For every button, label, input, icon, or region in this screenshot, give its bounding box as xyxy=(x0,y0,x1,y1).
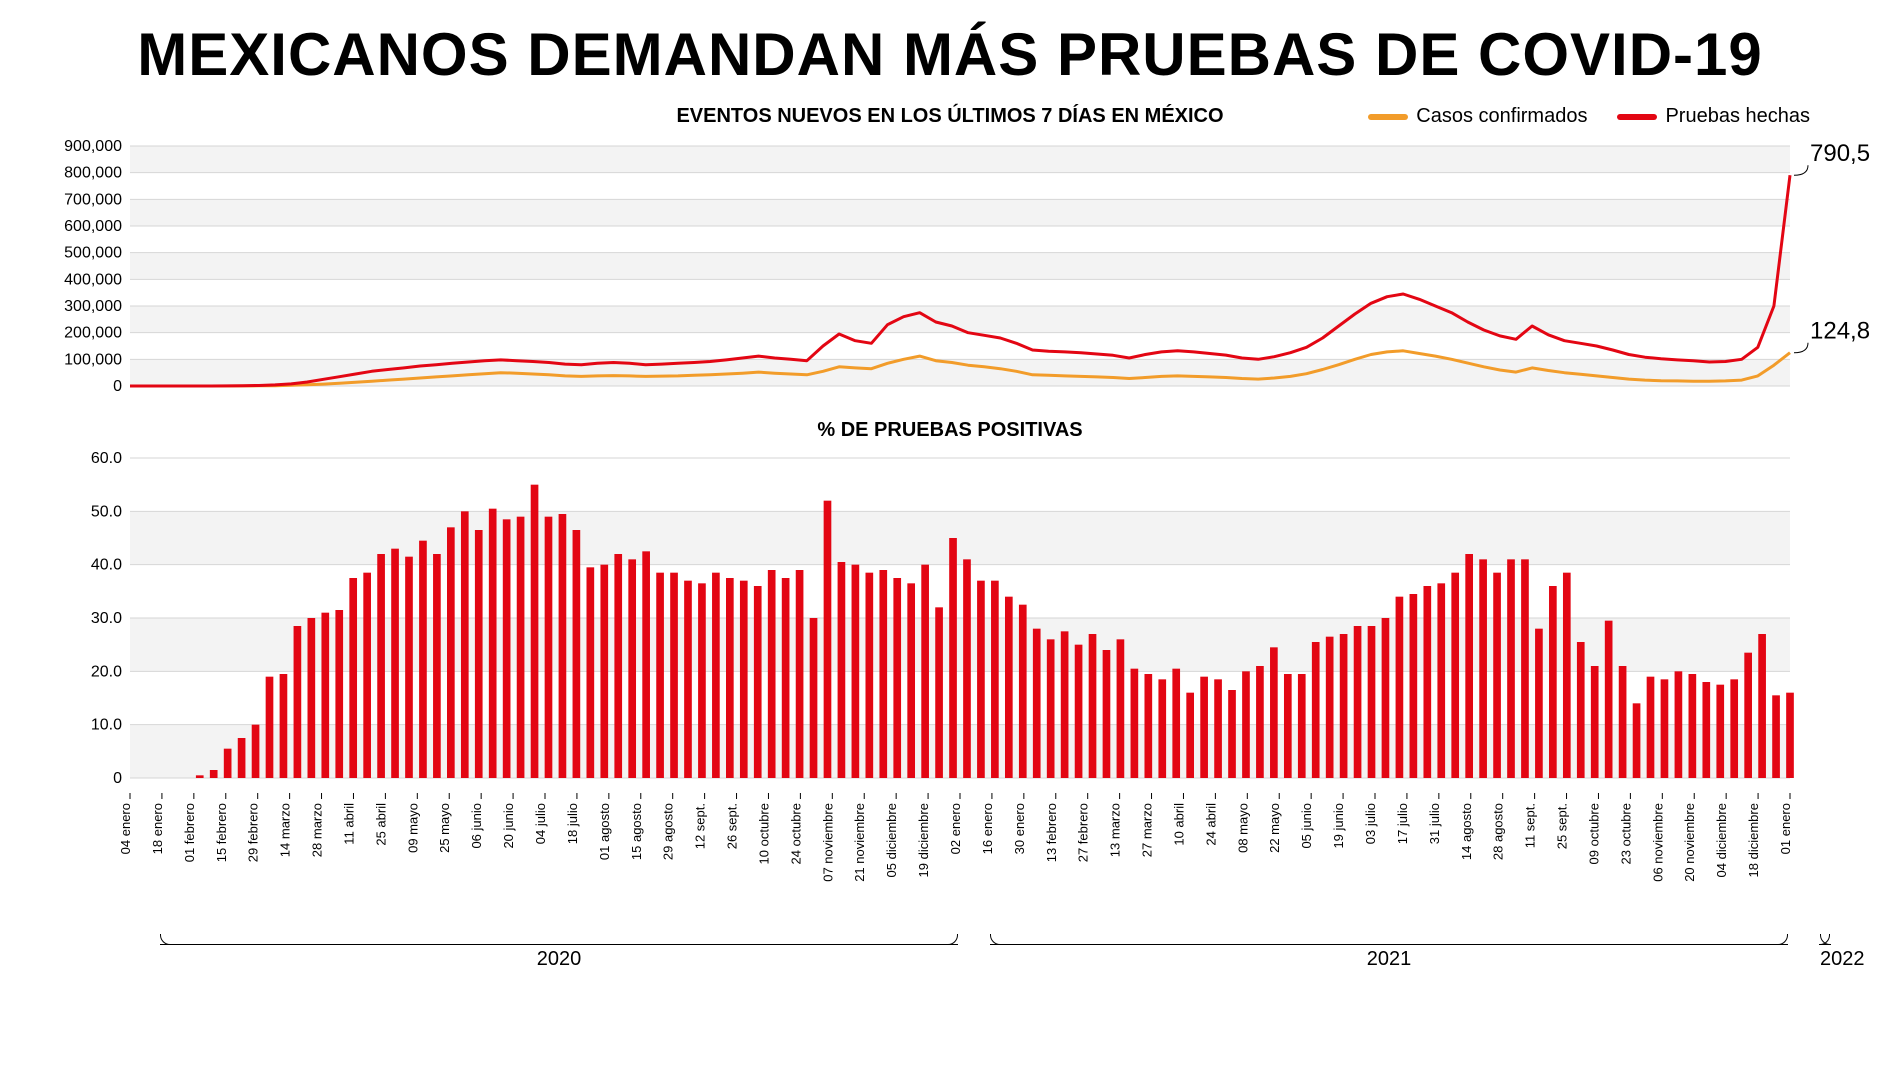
legend-label-cases: Casos confirmados xyxy=(1416,105,1587,128)
svg-text:04 diciembre: 04 diciembre xyxy=(1714,803,1729,877)
svg-text:02 enero: 02 enero xyxy=(948,803,963,854)
svg-text:25 abril: 25 abril xyxy=(373,803,388,846)
svg-text:17 julio: 17 julio xyxy=(1395,803,1410,844)
svg-text:22 mayo: 22 mayo xyxy=(1267,803,1282,853)
year-label-2022: 2022 xyxy=(1820,948,1860,971)
svg-text:14 marzo: 14 marzo xyxy=(278,803,293,857)
svg-text:13 marzo: 13 marzo xyxy=(1108,803,1123,857)
svg-text:25 mayo: 25 mayo xyxy=(437,803,452,853)
svg-text:31 julio: 31 julio xyxy=(1427,803,1442,844)
svg-text:29 febrero: 29 febrero xyxy=(246,803,261,862)
svg-text:24 abril: 24 abril xyxy=(1203,803,1218,846)
svg-text:16 enero: 16 enero xyxy=(980,803,995,854)
svg-text:05 diciembre: 05 diciembre xyxy=(884,803,899,877)
year-label-2020: 2020 xyxy=(160,948,958,971)
xaxis-labels: 04 enero 18 enero 01 febrero 15 febrero 29 f… xyxy=(30,793,1870,928)
svg-text:800,000: 800,000 xyxy=(64,165,122,182)
svg-text:40.0: 40.0 xyxy=(91,557,122,574)
svg-text:20 noviembre: 20 noviembre xyxy=(1682,803,1697,882)
svg-text:27 febrero: 27 febrero xyxy=(1076,803,1091,862)
svg-text:01 enero: 01 enero xyxy=(1778,803,1793,854)
svg-text:20 junio: 20 junio xyxy=(501,803,516,849)
svg-text:30.0: 30.0 xyxy=(91,610,122,627)
svg-text:24 octubre: 24 octubre xyxy=(788,803,803,864)
svg-text:60.0: 60.0 xyxy=(91,450,122,467)
line-chart: 0 100,000 200,000 300,000 400,000 500,000 600,… xyxy=(30,136,1870,401)
svg-text:09 mayo: 09 mayo xyxy=(405,803,420,853)
legend-swatch-tests xyxy=(1617,114,1657,120)
svg-text:08 mayo: 08 mayo xyxy=(1235,803,1250,853)
svg-text:25 sept.: 25 sept. xyxy=(1555,803,1570,849)
svg-text:11 abril: 11 abril xyxy=(341,803,356,845)
svg-text:790,509: 790,509 xyxy=(1810,140,1870,167)
svg-text:03 julio: 03 julio xyxy=(1363,803,1378,844)
svg-text:300,000: 300,000 xyxy=(64,298,122,315)
legend-label-tests: Pruebas hechas xyxy=(1665,105,1810,128)
svg-text:12 sept.: 12 sept. xyxy=(693,803,708,849)
svg-text:19 junio: 19 junio xyxy=(1331,803,1346,849)
svg-text:10 abril: 10 abril xyxy=(1171,803,1186,846)
bar-chart-subtitle: % DE PRUEBAS POSITIVAS xyxy=(30,419,1870,442)
svg-text:07 noviembre: 07 noviembre xyxy=(820,803,835,882)
page-title: MEXICANOS DEMANDAN MÁS PRUEBAS DE COVID-… xyxy=(30,20,1870,89)
svg-text:14 agosto: 14 agosto xyxy=(1459,803,1474,860)
legend-swatch-cases xyxy=(1368,114,1408,120)
svg-text:09 octubre: 09 octubre xyxy=(1586,803,1601,864)
svg-text:100,000: 100,000 xyxy=(64,351,122,368)
svg-text:04 enero: 04 enero xyxy=(118,803,133,854)
svg-text:18 diciembre: 18 diciembre xyxy=(1746,803,1761,877)
svg-text:06 junio: 06 junio xyxy=(469,803,484,849)
svg-text:04 julio: 04 julio xyxy=(533,803,548,844)
svg-text:27 marzo: 27 marzo xyxy=(1140,803,1155,857)
svg-text:26 sept.: 26 sept. xyxy=(725,803,740,849)
svg-text:06 noviembre: 06 noviembre xyxy=(1650,803,1665,882)
svg-text:0: 0 xyxy=(113,770,122,787)
legend-item-cases: Casos confirmados xyxy=(1368,105,1587,128)
svg-text:28 marzo: 28 marzo xyxy=(310,803,325,857)
svg-text:600,000: 600,000 xyxy=(64,218,122,235)
year-brackets: 2020 2021 2022 xyxy=(30,932,1870,972)
svg-text:15 febrero: 15 febrero xyxy=(214,803,229,862)
svg-text:01 febrero: 01 febrero xyxy=(182,803,197,862)
svg-text:200,000: 200,000 xyxy=(64,325,122,342)
svg-text:10 octubre: 10 octubre xyxy=(756,803,771,864)
svg-text:11 sept.: 11 sept. xyxy=(1523,803,1538,848)
year-label-2021: 2021 xyxy=(990,948,1788,971)
svg-text:13 febrero: 13 febrero xyxy=(1044,803,1059,862)
svg-text:01 agosto: 01 agosto xyxy=(597,803,612,860)
svg-text:23 octubre: 23 octubre xyxy=(1618,803,1633,864)
svg-text:700,000: 700,000 xyxy=(64,191,122,208)
line-chart-subtitle: EVENTOS NUEVOS EN LOS ÚLTIMOS 7 DÍAS EN … xyxy=(676,105,1223,128)
svg-text:50.0: 50.0 xyxy=(91,503,122,520)
svg-text:15 agosto: 15 agosto xyxy=(629,803,644,860)
svg-text:05 junio: 05 junio xyxy=(1299,803,1314,849)
legend-item-tests: Pruebas hechas xyxy=(1617,105,1810,128)
svg-text:19 diciembre: 19 diciembre xyxy=(916,803,931,877)
svg-text:0: 0 xyxy=(113,378,122,395)
svg-text:21 noviembre: 21 noviembre xyxy=(852,803,867,882)
bar-chart: 0 10.0 20.0 30.0 40.0 50.0 60.0 xyxy=(30,448,1870,793)
svg-text:900,000: 900,000 xyxy=(64,138,122,155)
svg-text:10.0: 10.0 xyxy=(91,717,122,734)
svg-text:18 julio: 18 julio xyxy=(565,803,580,844)
svg-text:124,873: 124,873 xyxy=(1810,318,1870,345)
svg-text:30 enero: 30 enero xyxy=(1012,803,1027,854)
svg-text:18 enero: 18 enero xyxy=(150,803,165,854)
svg-text:28 agosto: 28 agosto xyxy=(1491,803,1506,860)
svg-text:400,000: 400,000 xyxy=(64,271,122,288)
line-chart-header: EVENTOS NUEVOS EN LOS ÚLTIMOS 7 DÍAS EN … xyxy=(30,105,1870,128)
legend: Casos confirmados Pruebas hechas xyxy=(1368,105,1810,128)
svg-text:29 agosto: 29 agosto xyxy=(661,803,676,860)
svg-text:500,000: 500,000 xyxy=(64,245,122,262)
svg-text:20.0: 20.0 xyxy=(91,663,122,680)
